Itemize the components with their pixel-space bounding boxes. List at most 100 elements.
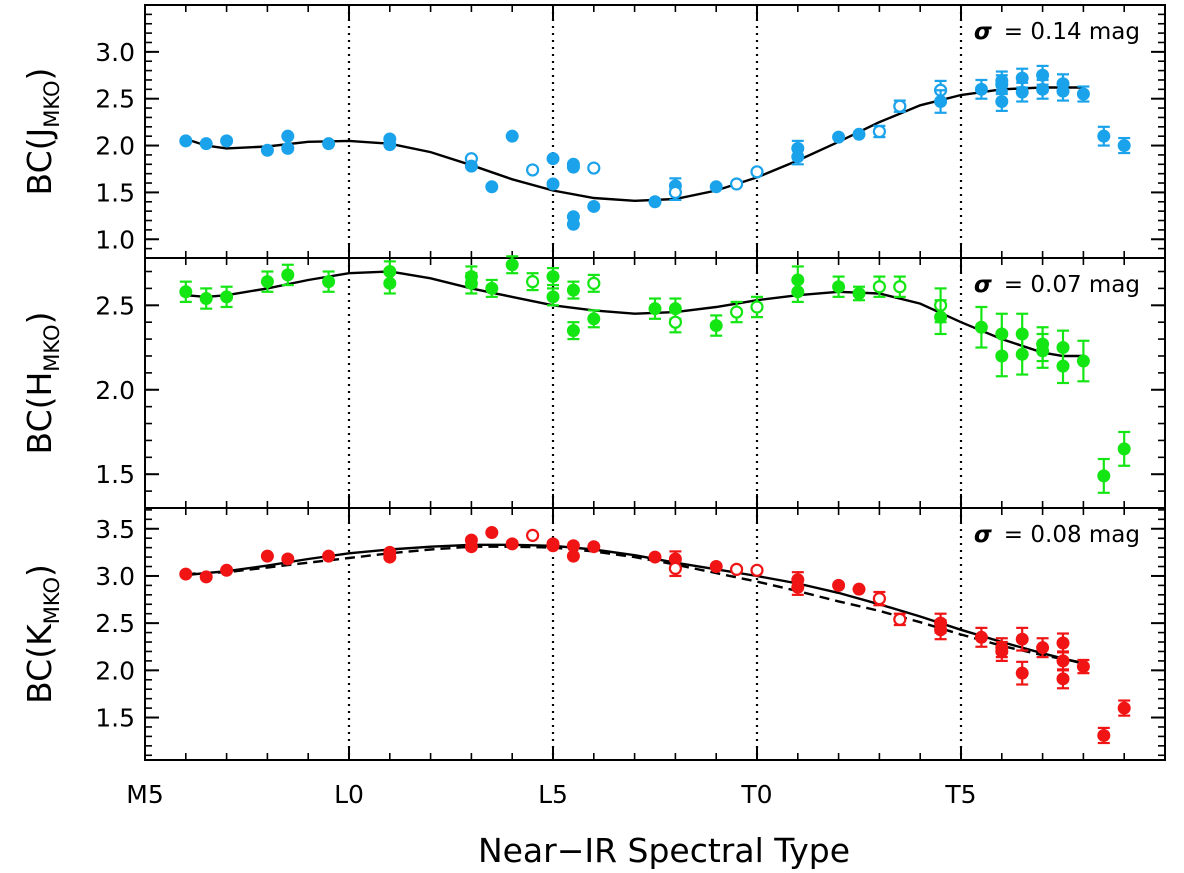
data-point <box>566 321 580 341</box>
y-label-main: BC(J <box>20 128 59 196</box>
marker-filled <box>995 95 1009 109</box>
marker-filled <box>546 177 560 191</box>
data-point <box>1036 637 1050 659</box>
y-label-subscript: MKO <box>40 80 64 127</box>
marker-filled <box>322 137 336 151</box>
y-tick-label: 1.5 <box>95 178 135 207</box>
data-point <box>179 280 193 304</box>
data-point <box>893 275 907 298</box>
data-point <box>505 129 519 143</box>
marker-filled <box>587 312 601 326</box>
panel-frame-k <box>144 507 1166 761</box>
data-point <box>587 540 601 554</box>
data-point <box>893 612 907 627</box>
data-point <box>750 295 764 319</box>
panel-h: 1.5 2.0 2.5 BC(HMKO) σ = 0.07 mag <box>20 255 1166 509</box>
data-point <box>464 272 478 295</box>
marker-filled <box>505 537 519 551</box>
data-point <box>791 280 805 304</box>
data-point <box>260 549 274 563</box>
data-point <box>1056 668 1070 690</box>
data-point <box>179 134 193 148</box>
marker-filled <box>383 132 397 146</box>
data-point <box>1076 339 1090 383</box>
marker-filled <box>485 281 499 295</box>
y-label-close: ) <box>20 68 59 81</box>
marker-open <box>893 612 907 626</box>
marker-filled <box>546 539 560 553</box>
marker-filled <box>220 563 234 577</box>
data-point <box>668 183 683 202</box>
data-point <box>281 129 295 143</box>
marker-filled <box>199 292 213 306</box>
marker-filled <box>1056 654 1070 668</box>
data-point <box>566 549 580 563</box>
marker-filled <box>505 258 519 272</box>
marker-filled <box>566 324 580 338</box>
y-label-close: ) <box>20 564 59 577</box>
marker-filled <box>1117 701 1131 715</box>
y-label-close: ) <box>20 312 59 325</box>
data-point <box>179 567 193 581</box>
y-axis-label-j: BC(JMKO) <box>20 68 64 196</box>
sigma-annotation-k: σ = 0.08 mag <box>974 522 1140 548</box>
data-point <box>1015 660 1029 686</box>
data-point <box>1097 125 1111 147</box>
marker-filled <box>852 127 866 141</box>
data-point <box>852 127 866 141</box>
x-axis-group: M5 L0 L5 T0 T5 <box>126 780 976 809</box>
x-tick-label: L5 <box>538 780 568 809</box>
y-tick-label: 2.0 <box>95 376 135 405</box>
data-point <box>974 626 988 648</box>
marker-filled <box>383 265 397 279</box>
marker-filled <box>260 549 274 563</box>
marker-filled <box>1015 632 1029 646</box>
marker-filled <box>220 290 234 304</box>
marker-open <box>525 275 540 289</box>
marker-filled <box>566 160 580 174</box>
y-tick-label: 3.0 <box>95 562 135 591</box>
y-label-subscript: MKO <box>40 324 64 371</box>
data-point <box>648 195 662 209</box>
marker-filled <box>852 286 866 300</box>
y-tick-label: 1.0 <box>95 225 135 254</box>
data-point <box>995 334 1009 378</box>
data-point <box>995 70 1009 92</box>
marker-filled <box>179 285 193 299</box>
marker-filled <box>546 152 560 166</box>
marker-filled <box>566 283 580 297</box>
marker-filled <box>1036 68 1050 82</box>
marker-filled <box>1036 344 1050 358</box>
sigma-value: = 0.08 mag <box>1004 522 1140 548</box>
data-point <box>220 134 234 148</box>
data-point <box>852 582 866 596</box>
data-point <box>1097 726 1111 745</box>
data-point <box>566 217 580 231</box>
marker-filled <box>1056 84 1070 98</box>
y-label-subscript: MKO <box>40 577 64 624</box>
sigma-symbol: σ <box>974 272 992 298</box>
data-point <box>668 310 683 334</box>
data-point <box>546 152 560 166</box>
y-tick-label: 1.5 <box>95 704 135 733</box>
data-point <box>934 299 948 336</box>
x-tick-label: M5 <box>126 780 163 809</box>
marker-filled <box>668 552 682 566</box>
marker-open <box>872 280 887 294</box>
marker-open <box>668 185 683 200</box>
data-point <box>525 163 540 177</box>
marker-filled <box>974 82 988 96</box>
marker-filled <box>464 276 478 290</box>
y-tick-label: 2.5 <box>95 609 135 638</box>
data-point <box>281 141 295 155</box>
y-tick-label: 3.0 <box>95 38 135 67</box>
data-point <box>1056 80 1070 102</box>
data-point <box>1117 136 1131 155</box>
marker-filled <box>587 199 601 213</box>
marker-filled <box>1036 641 1050 655</box>
data-point <box>995 640 1009 662</box>
marker-filled <box>383 550 397 564</box>
data-point <box>668 559 683 578</box>
marker-open <box>668 561 683 576</box>
